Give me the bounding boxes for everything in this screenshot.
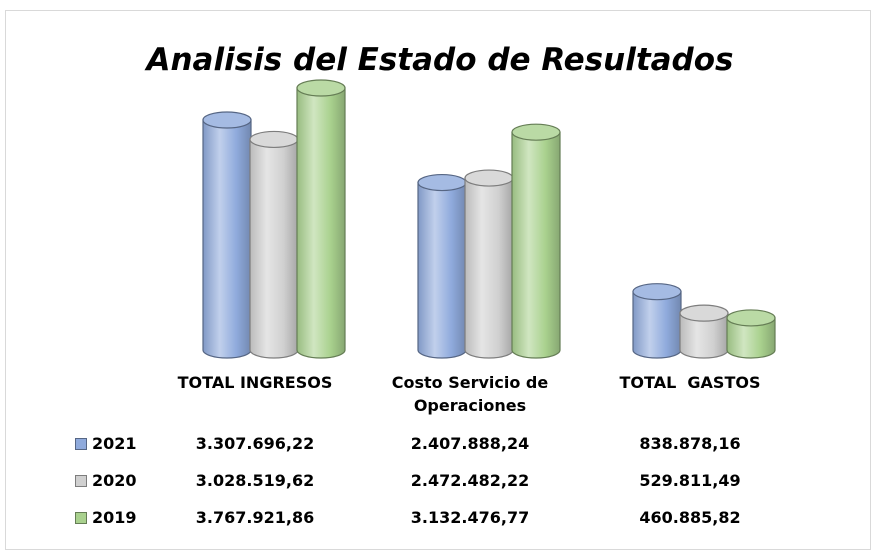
category-label: Costo Servicio de Operaciones [391,373,554,415]
category-label: TOTAL INGRESOS [177,373,333,392]
chart: Analisis del Estado de Resultados [143,42,776,359]
legend-key [75,438,87,450]
category-label: TOTAL GASTOS [619,373,761,392]
legend-key [75,512,87,524]
legend-label: 2021 [92,434,137,453]
cylinder-top [202,111,252,129]
legend-label: 2020 [92,471,137,490]
page: Analisis del Estado de Resultados TOTAL … [5,10,871,550]
chart-title: Analisis del Estado de Resultados [143,42,733,78]
cylinder [249,138,299,359]
value-label: 838.878,16 [639,434,741,453]
cylinder-top [726,309,776,327]
value-label: 3.307.696,22 [195,434,315,453]
cylinder-top [511,123,561,141]
cylinder [464,177,514,359]
value-label: 460.885,82 [639,508,741,527]
value-label: 2.472.482,22 [410,471,530,490]
cylinder [296,87,346,359]
cylinder [202,119,252,359]
legend-label: 2019 [92,508,137,527]
cylinder [632,291,682,359]
cylinder-top [296,79,346,97]
cylinder-top [679,304,729,322]
value-label: 3.028.519,62 [195,471,315,490]
value-label: 529.811,49 [639,471,741,490]
value-label: 2.407.888,24 [410,434,530,453]
cylinder-top [249,130,299,149]
cylinder [417,181,467,359]
cylinder-top [632,283,682,301]
cylinder-top [464,169,514,187]
legend-key [75,475,87,487]
value-label: 3.767.921,86 [195,508,315,527]
value-label: 3.132.476,77 [410,508,530,527]
cylinder [726,317,776,359]
cylinder [511,131,561,359]
cylinder-top [417,173,467,192]
